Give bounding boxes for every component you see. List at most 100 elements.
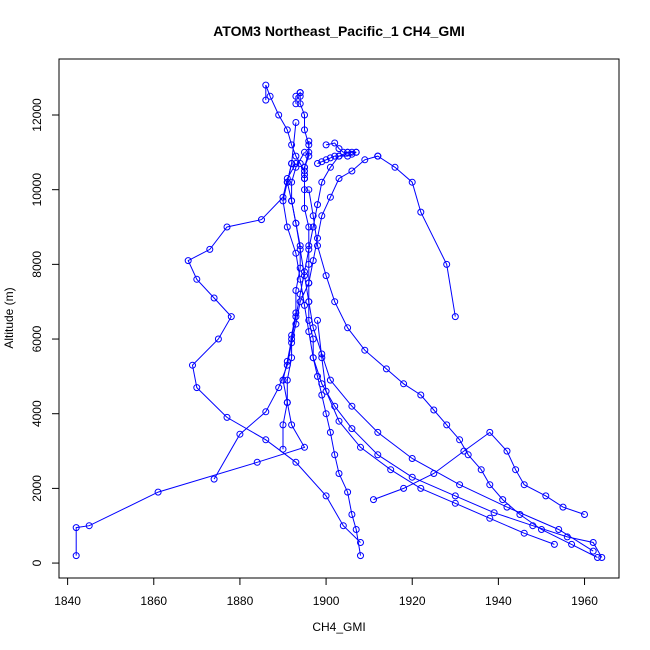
data-point bbox=[296, 89, 304, 97]
data-point bbox=[292, 119, 300, 126]
series-line bbox=[317, 320, 555, 545]
data-point bbox=[503, 503, 511, 511]
series-line bbox=[373, 431, 585, 515]
data-point bbox=[301, 163, 308, 171]
data-point bbox=[322, 492, 330, 500]
series-line bbox=[308, 189, 598, 558]
data-point bbox=[279, 421, 287, 429]
data-point bbox=[305, 328, 313, 336]
data-point bbox=[193, 384, 201, 392]
data-point bbox=[335, 175, 343, 182]
data-point bbox=[348, 150, 356, 158]
data-point bbox=[210, 475, 218, 483]
data-point bbox=[305, 186, 313, 194]
data-point bbox=[348, 402, 356, 410]
data-point bbox=[344, 488, 352, 496]
data-point bbox=[417, 208, 425, 216]
data-point bbox=[292, 458, 300, 466]
data-point bbox=[309, 324, 317, 332]
x-tick-label: 1920 bbox=[399, 594, 426, 608]
series-2 bbox=[72, 148, 360, 560]
x-tick-label: 1900 bbox=[313, 594, 340, 608]
data-point bbox=[72, 524, 80, 532]
data-point bbox=[581, 511, 588, 518]
data-point bbox=[314, 316, 321, 324]
data-point bbox=[357, 552, 364, 560]
data-point bbox=[542, 492, 550, 500]
data-point bbox=[288, 197, 296, 205]
data-point bbox=[154, 488, 162, 496]
data-point bbox=[309, 212, 317, 220]
data-point bbox=[292, 152, 300, 160]
data-point bbox=[550, 540, 558, 548]
series-10 bbox=[314, 139, 360, 167]
data-point bbox=[391, 163, 399, 171]
data-point bbox=[408, 473, 416, 481]
data-point bbox=[400, 484, 408, 492]
data-point bbox=[331, 298, 339, 306]
data-point bbox=[206, 245, 214, 253]
data-point bbox=[301, 126, 308, 134]
data-point bbox=[275, 111, 283, 119]
data-point bbox=[292, 219, 300, 227]
data-point bbox=[288, 354, 296, 362]
series-line bbox=[213, 155, 456, 480]
data-point bbox=[314, 242, 321, 250]
series-layer bbox=[72, 81, 606, 561]
data-point bbox=[227, 313, 235, 321]
data-point bbox=[352, 148, 360, 156]
data-point bbox=[486, 428, 494, 436]
y-tick-label: 6000 bbox=[30, 325, 44, 352]
data-point bbox=[408, 455, 416, 462]
data-point bbox=[283, 399, 291, 406]
data-point bbox=[301, 148, 308, 156]
series-11 bbox=[314, 316, 558, 548]
data-point bbox=[486, 481, 494, 489]
data-point bbox=[214, 335, 222, 343]
data-point bbox=[490, 509, 498, 517]
data-point bbox=[443, 260, 451, 268]
data-point bbox=[374, 451, 382, 459]
data-point bbox=[456, 436, 464, 444]
data-point bbox=[301, 111, 308, 119]
data-point bbox=[318, 354, 326, 362]
series-line bbox=[282, 122, 301, 450]
series-3 bbox=[279, 160, 606, 561]
data-point bbox=[357, 443, 364, 451]
data-point bbox=[296, 264, 304, 272]
data-point bbox=[503, 447, 511, 455]
data-point bbox=[262, 436, 270, 444]
data-point bbox=[387, 466, 395, 474]
data-point bbox=[296, 92, 304, 100]
data-point bbox=[443, 421, 451, 429]
series-line bbox=[291, 152, 594, 552]
data-point bbox=[275, 384, 283, 392]
data-point bbox=[322, 410, 330, 418]
data-point bbox=[400, 380, 408, 388]
data-point bbox=[451, 499, 459, 507]
data-point bbox=[326, 428, 334, 436]
data-point bbox=[417, 391, 425, 399]
data-point bbox=[348, 167, 356, 175]
data-point bbox=[283, 126, 291, 134]
series-7 bbox=[279, 119, 304, 453]
data-point bbox=[335, 152, 343, 160]
plot-frame bbox=[58, 58, 620, 579]
data-point bbox=[288, 178, 296, 186]
series-1 bbox=[292, 89, 364, 560]
data-point bbox=[184, 257, 192, 265]
data-point bbox=[331, 451, 339, 459]
data-point bbox=[292, 100, 300, 108]
series-9 bbox=[262, 81, 313, 182]
series-12 bbox=[370, 428, 588, 518]
data-point bbox=[288, 331, 296, 339]
data-point bbox=[318, 158, 326, 166]
data-point bbox=[296, 100, 304, 108]
y-axis-ticks: 0 2000 4000 6000 8000 10000 12000 bbox=[30, 98, 59, 566]
data-point bbox=[301, 204, 308, 212]
data-point bbox=[486, 514, 494, 522]
data-point bbox=[314, 201, 321, 209]
data-point bbox=[189, 361, 196, 369]
data-point bbox=[382, 365, 390, 373]
